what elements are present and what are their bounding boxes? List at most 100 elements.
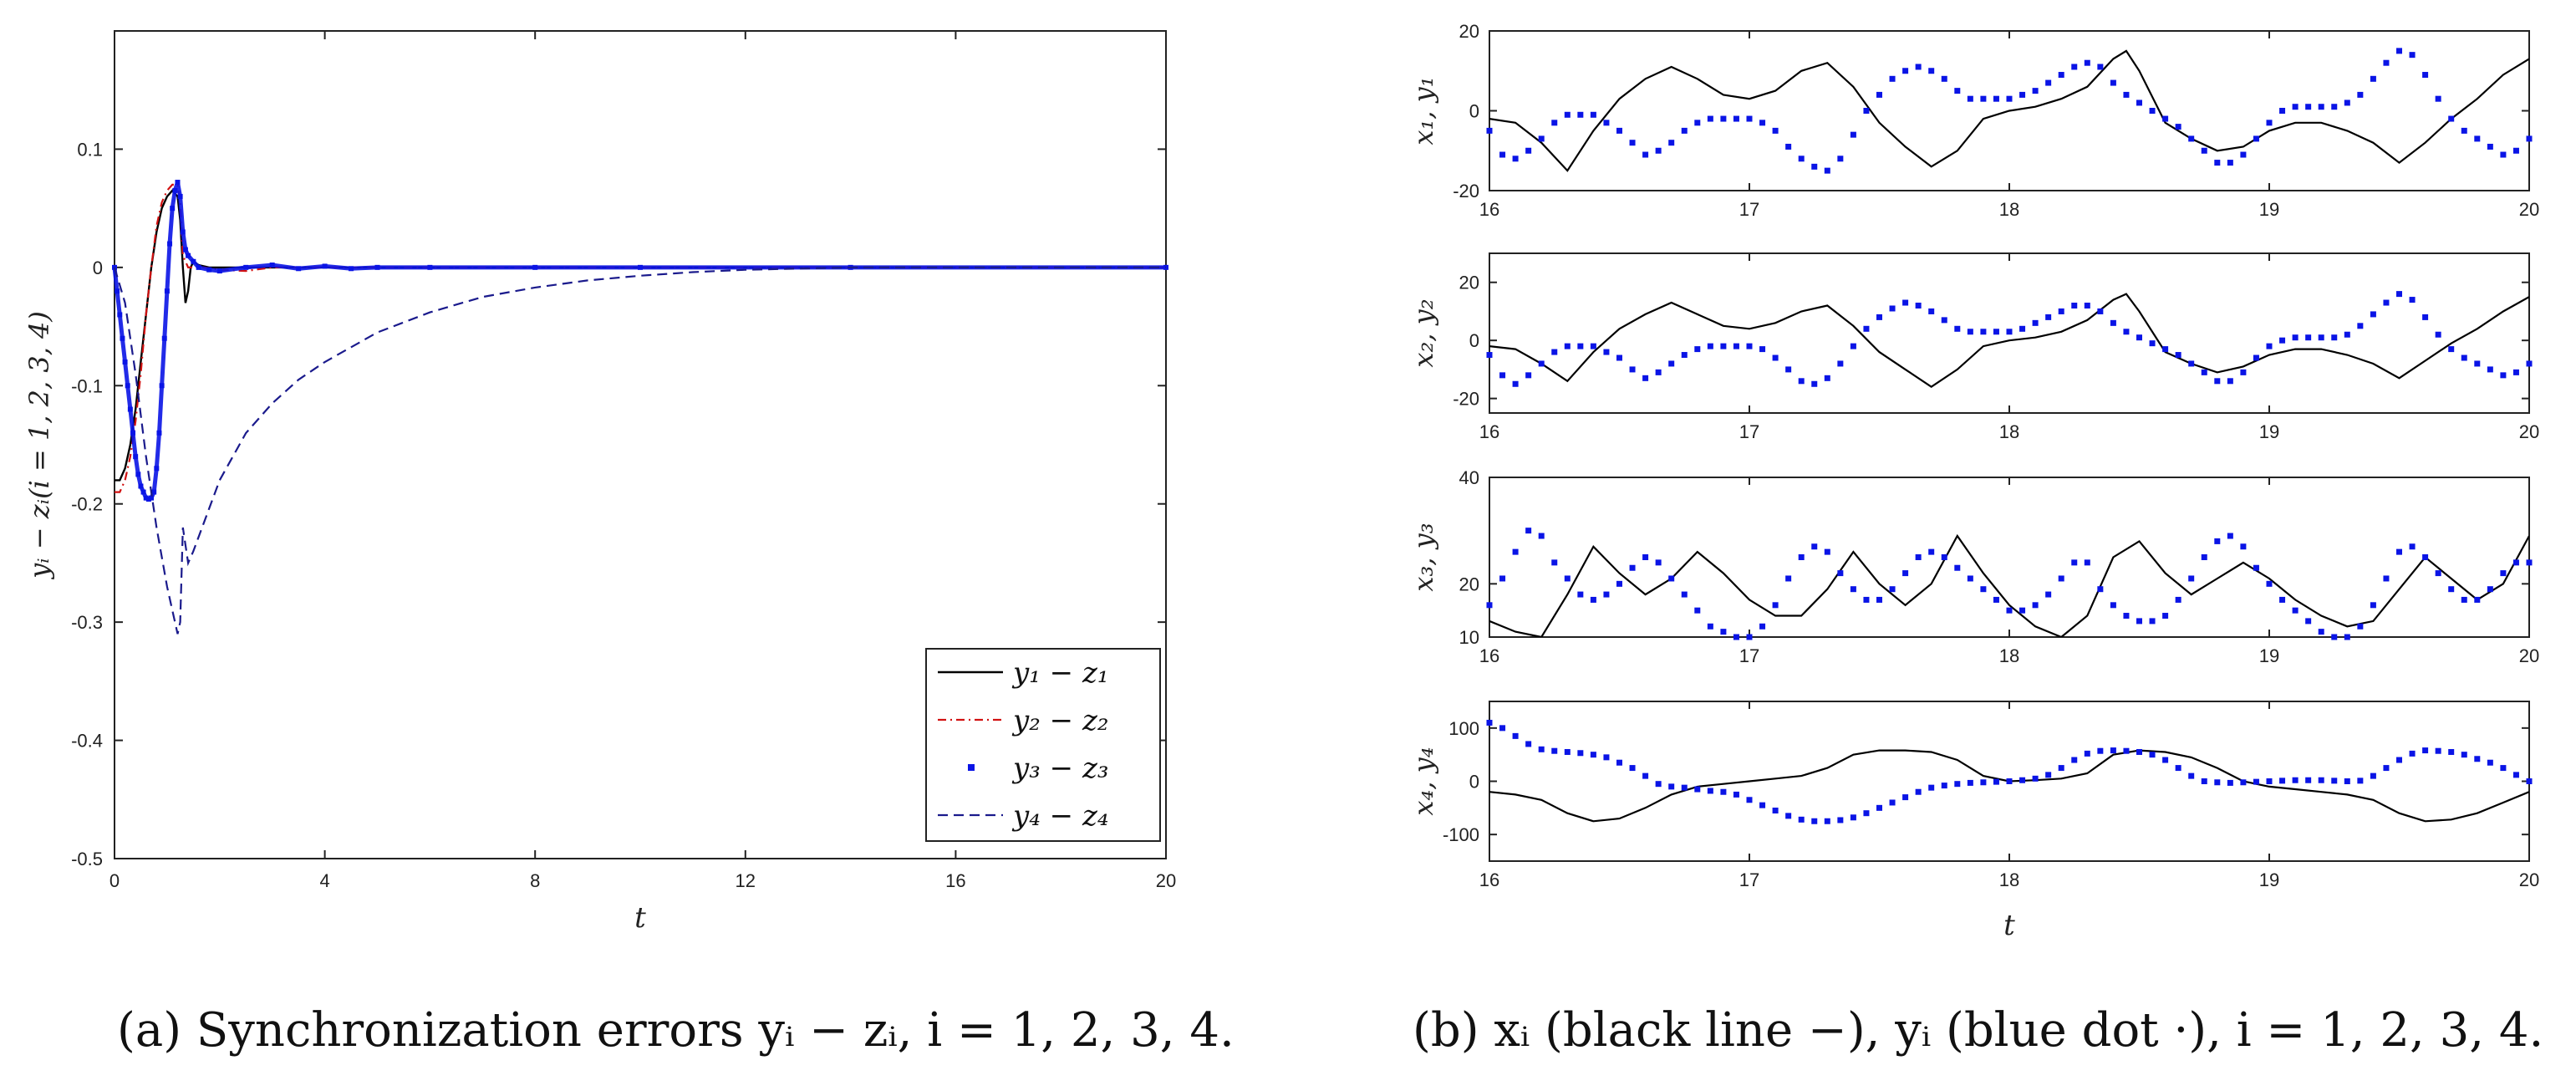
x-tick-label: 17 — [1739, 199, 1759, 220]
y-series-point — [1694, 607, 1701, 614]
y-series-point — [1733, 634, 1739, 640]
y-series-point — [1707, 343, 1713, 349]
y-series-point — [2201, 554, 2207, 560]
y-series-point — [2331, 634, 2338, 640]
y-series-point — [2448, 586, 2455, 593]
x-tick-label: 4 — [319, 870, 329, 891]
y-series-point — [2383, 765, 2390, 772]
y-series-point — [1759, 346, 1766, 353]
y-series-point — [2123, 613, 2130, 619]
y-series-point — [2305, 618, 2312, 625]
y-series-point — [2422, 314, 2429, 320]
x-tick-label: 16 — [1479, 869, 1499, 890]
y-series-point — [2136, 748, 2142, 755]
y-series-point — [2149, 340, 2156, 347]
y-series-point — [2253, 778, 2259, 785]
y-series-point — [2305, 777, 2312, 783]
y-series-point — [1499, 725, 1506, 732]
y-series-point — [2110, 319, 2116, 326]
y-series-point — [1889, 305, 1896, 312]
y-series-point — [1837, 817, 1844, 823]
panel-b-state-trajectories: 16 17 18 19 20 20 0 -20 x₁, y₁ 16 17 18 19 20 20 0 -20 x₂… — [1408, 21, 2539, 942]
y-series-point — [2240, 543, 2247, 550]
y-series-point — [2227, 160, 2233, 166]
y-series-point — [1694, 120, 1701, 126]
y-series-point — [2097, 747, 2104, 754]
y-series-point — [1668, 783, 1675, 790]
y-series-point — [2175, 124, 2181, 130]
y-series-point — [1655, 147, 1662, 154]
y-series-point — [1655, 559, 1662, 566]
subplot-y-label: x₃, y₃ — [1408, 523, 1439, 591]
y-series-point — [2512, 147, 2519, 154]
series-y3-z3-point — [112, 264, 117, 270]
y-series-point — [1811, 818, 1818, 824]
y-series-point — [1876, 596, 1882, 603]
y-series-point — [1746, 797, 1753, 803]
y-series-point — [2110, 747, 2116, 754]
y-series-point — [1889, 75, 1896, 82]
y-series-point — [2188, 772, 2195, 779]
y-series-point — [2071, 303, 2078, 309]
y-tick-label: 0 — [1469, 101, 1479, 122]
y-series-point — [1564, 748, 1571, 755]
y-tick-label: 100 — [1448, 718, 1479, 739]
y-series-point — [1538, 135, 1545, 142]
y-series-point — [1863, 325, 1870, 332]
y-series-point — [1902, 68, 1909, 74]
y-series-point — [2162, 757, 2169, 763]
y-series-point — [2344, 634, 2350, 640]
y-series-point — [2396, 548, 2402, 555]
y-series-point — [1629, 564, 1636, 571]
y-series-point — [2370, 602, 2376, 609]
y-series-point — [2435, 570, 2441, 577]
y-series-point — [2006, 607, 2013, 614]
y-series-point — [1941, 75, 1947, 82]
y-series-point — [1551, 559, 1558, 566]
y-series-point — [1707, 788, 1713, 794]
y-series-point — [1642, 375, 1649, 381]
y-series-point — [2227, 533, 2233, 539]
y-axis-label: yᵢ − zᵢ(i = 1, 2, 3, 4) — [23, 311, 55, 580]
y-series-point — [1928, 784, 1935, 791]
y-series-point — [2006, 95, 2013, 102]
series-4-line — [113, 266, 1166, 635]
y-series-point — [1876, 804, 1882, 811]
y-series-point — [1577, 591, 1584, 598]
y-series-point — [2253, 354, 2259, 361]
y-series-point — [2461, 752, 2467, 758]
x-tick-label: 18 — [1999, 645, 2019, 666]
y-series-point — [2318, 334, 2324, 341]
y-series-point — [1590, 111, 1596, 118]
y-series-point — [1512, 732, 1519, 739]
y-series-point — [2045, 591, 2052, 598]
y-series-point — [2019, 607, 2026, 614]
y-series-point — [2240, 151, 2247, 158]
y-series-point — [2097, 308, 2104, 314]
x-tick-label: 0 — [109, 870, 120, 891]
y-series-point — [1915, 303, 1922, 309]
y-series-point — [1564, 575, 1571, 582]
x-series-line — [1489, 293, 2529, 389]
y-series-point — [2071, 64, 2078, 70]
y-series-point — [2409, 297, 2416, 303]
y-series-point — [2474, 756, 2481, 762]
x-tick-label: 19 — [2259, 645, 2279, 666]
legend-label-2: y₂ − z₂ — [1011, 704, 1108, 737]
y-series-point — [2500, 570, 2507, 577]
y-series-point — [2253, 135, 2259, 142]
y-series-point — [2500, 151, 2507, 158]
x-tick-label: 17 — [1739, 645, 1759, 666]
y-series-point — [2045, 314, 2052, 320]
y-series-point — [1681, 591, 1688, 598]
y-series-point — [2370, 311, 2376, 318]
y-series-point — [2331, 334, 2338, 341]
y-series-point — [1824, 818, 1830, 824]
x-tick-label: 19 — [2259, 199, 2279, 220]
y-tick-label: 20 — [1459, 273, 1479, 293]
y-series-point — [2487, 586, 2493, 593]
y-series-point — [2448, 115, 2455, 122]
y-series-point — [1681, 352, 1688, 359]
y-series-point — [1876, 91, 1882, 98]
y-series-point — [2370, 75, 2376, 82]
